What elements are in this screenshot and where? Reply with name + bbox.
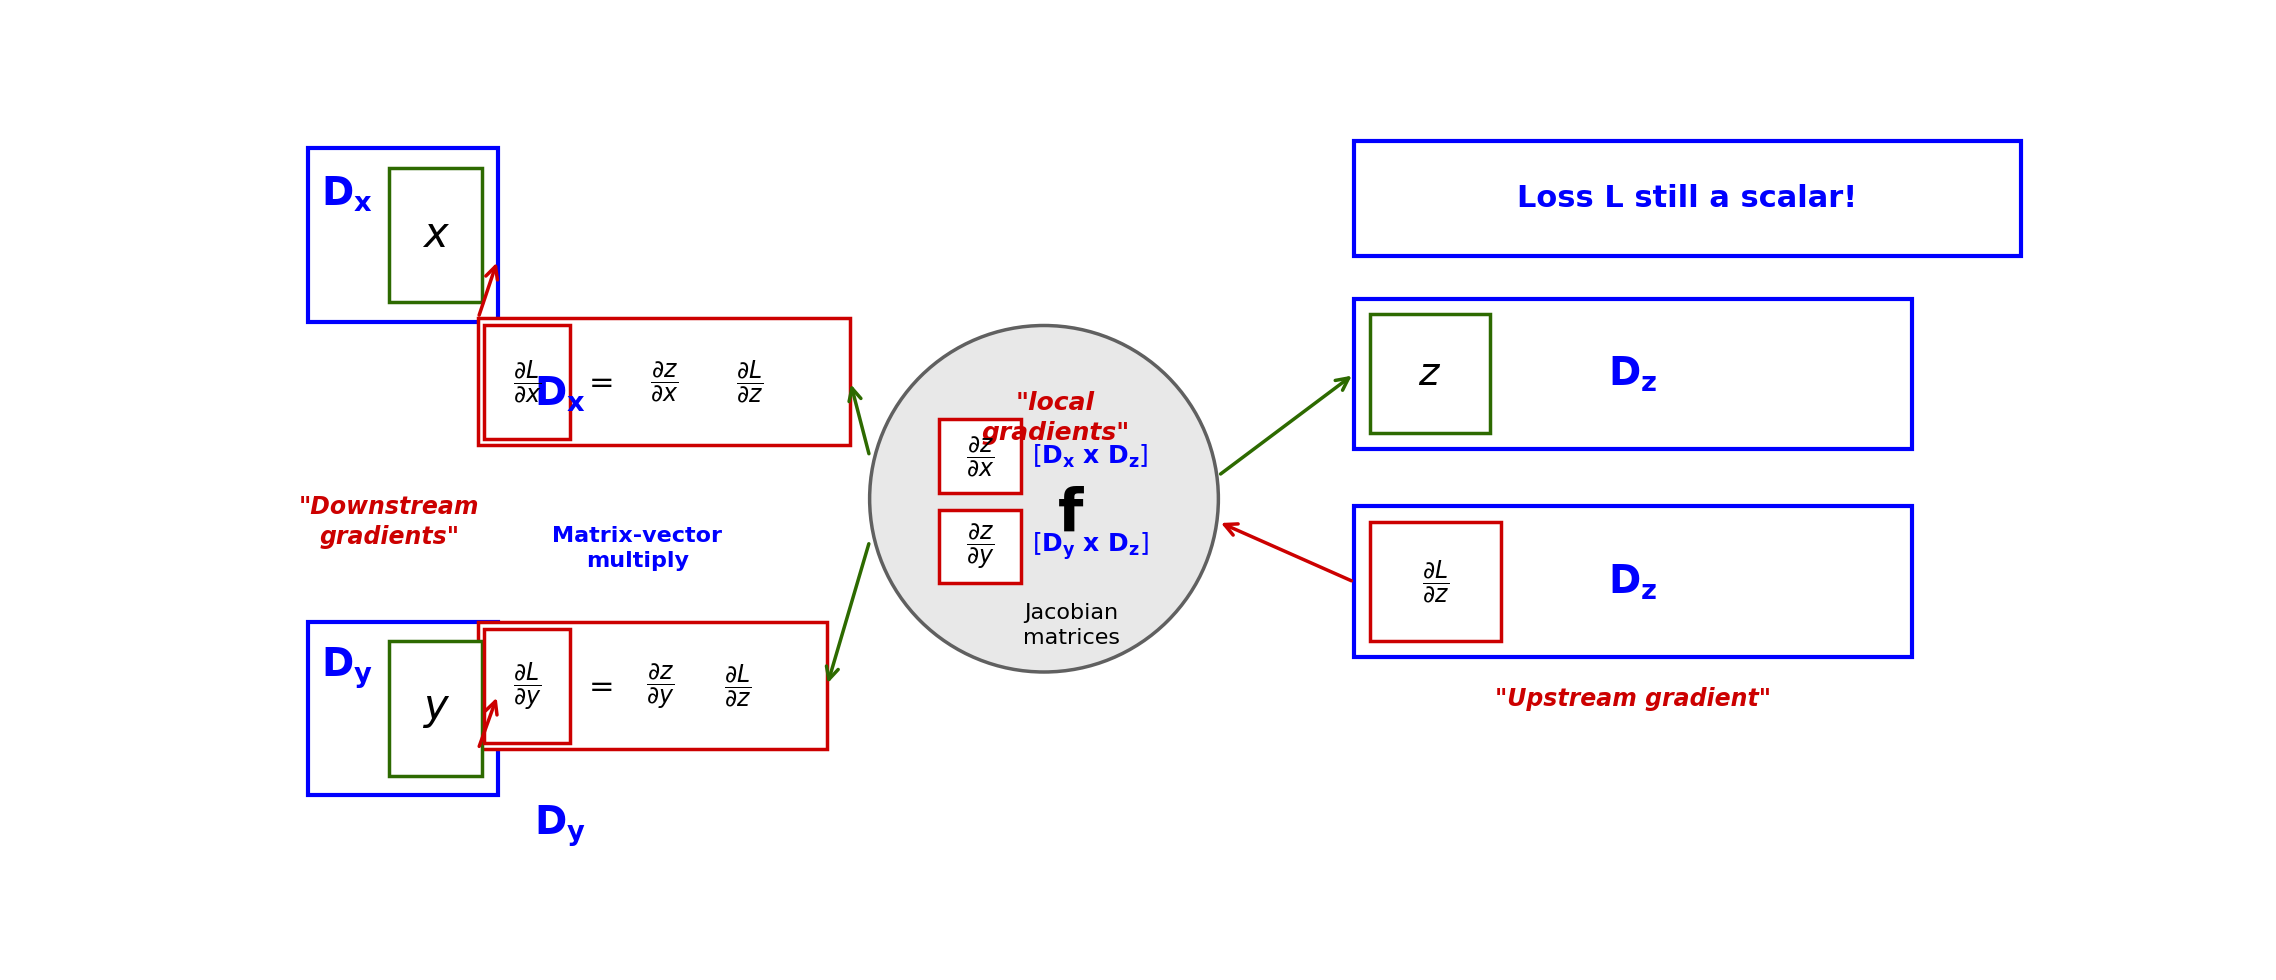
Text: $=$: $=$ (583, 368, 615, 396)
Text: $\dfrac{\partial L}{\partial z}$: $\dfrac{\partial L}{\partial z}$ (735, 359, 762, 405)
Bar (1354, 299, 1912, 449)
Bar (1370, 522, 1502, 641)
Text: Loss L still a scalar!: Loss L still a scalar! (1518, 184, 1857, 213)
Text: $[\mathbf{D_x}\ \mathbf{x}\ \mathbf{D_z}]$: $[\mathbf{D_x}\ \mathbf{x}\ \mathbf{D_z}… (1033, 443, 1149, 470)
Text: $\dfrac{\partial L}{\partial z}$: $\dfrac{\partial L}{\partial z}$ (1422, 559, 1450, 605)
Text: $\dfrac{\partial z}{\partial y}$: $\dfrac{\partial z}{\partial y}$ (646, 662, 674, 710)
Bar (478, 318, 851, 445)
Text: $\mathbf{D_y}$: $\mathbf{D_y}$ (321, 645, 373, 691)
Text: "Upstream gradient": "Upstream gradient" (1495, 687, 1771, 710)
Bar (389, 641, 483, 776)
Bar (940, 511, 1020, 583)
Text: $\mathbf{D_z}$: $\mathbf{D_z}$ (1609, 563, 1657, 602)
Text: $\dfrac{\partial z}{\partial x}$: $\dfrac{\partial z}{\partial x}$ (651, 360, 678, 404)
Bar (485, 324, 569, 439)
Text: $\mathbf{D_x}$: $\mathbf{D_x}$ (321, 175, 373, 215)
Text: Jacobian
matrices: Jacobian matrices (1022, 604, 1120, 648)
Bar (1354, 141, 2021, 256)
Text: $[\mathbf{D_y}\ \mathbf{x}\ \mathbf{D_z}]$: $[\mathbf{D_y}\ \mathbf{x}\ \mathbf{D_z}… (1031, 530, 1149, 563)
Text: $\mathbf{D_z}$: $\mathbf{D_z}$ (1609, 355, 1657, 394)
Bar (307, 148, 498, 321)
Text: $y$: $y$ (421, 688, 451, 730)
Text: $\mathbf{D_y}$: $\mathbf{D_y}$ (533, 804, 585, 849)
Bar (1370, 314, 1489, 433)
Text: "Downstream
gradients": "Downstream gradients" (298, 495, 480, 549)
Bar (940, 419, 1020, 493)
Text: $\dfrac{\partial z}{\partial x}$: $\dfrac{\partial z}{\partial x}$ (967, 434, 995, 478)
Text: $\mathbf{f}$: $\mathbf{f}$ (1056, 486, 1086, 543)
Text: Matrix-vector
multiply: Matrix-vector multiply (553, 526, 721, 571)
Text: $\dfrac{\partial L}{\partial y}$: $\dfrac{\partial L}{\partial y}$ (512, 661, 542, 711)
Text: $x$: $x$ (421, 215, 451, 257)
Bar (478, 622, 826, 749)
Text: $\dfrac{\partial L}{\partial z}$: $\dfrac{\partial L}{\partial z}$ (724, 662, 751, 710)
Text: "local
gradients": "local gradients" (981, 391, 1129, 445)
Bar (485, 629, 569, 743)
Bar (1354, 507, 1912, 657)
Text: $\dfrac{\partial L}{\partial x}$: $\dfrac{\partial L}{\partial x}$ (512, 359, 542, 405)
Bar (389, 168, 483, 303)
Text: $\dfrac{\partial z}{\partial y}$: $\dfrac{\partial z}{\partial y}$ (967, 521, 995, 571)
Bar (307, 622, 498, 795)
Text: $z$: $z$ (1418, 356, 1441, 393)
Text: $\mathbf{D_x}$: $\mathbf{D_x}$ (533, 375, 585, 415)
Text: $=$: $=$ (583, 671, 615, 701)
Circle shape (869, 325, 1218, 672)
